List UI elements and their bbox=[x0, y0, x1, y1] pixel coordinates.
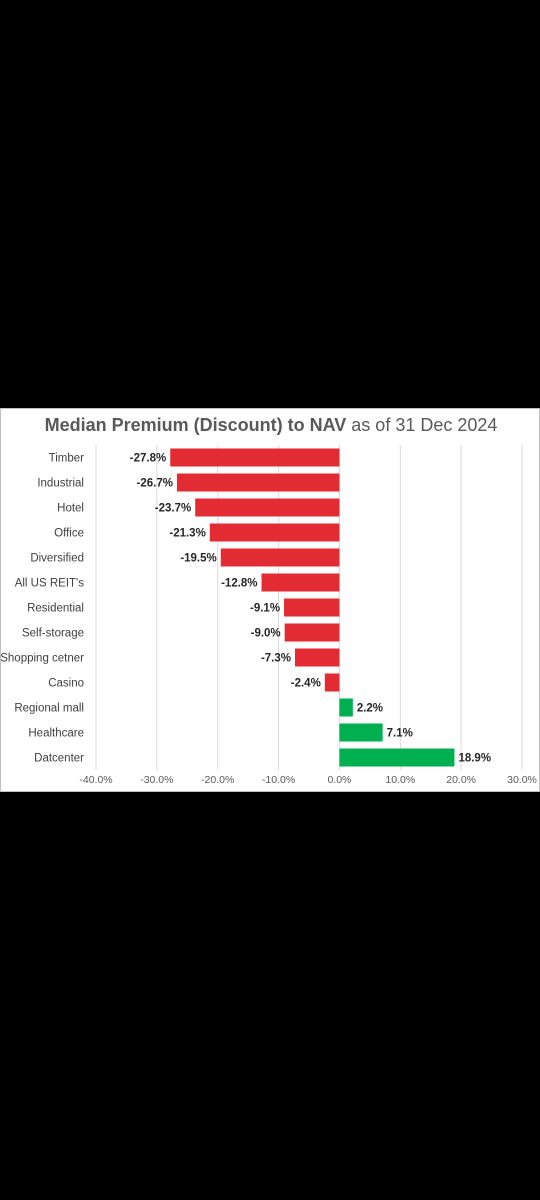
x-tick-label: 0.0% bbox=[327, 774, 351, 786]
data-label: -27.8% bbox=[130, 453, 166, 465]
bar bbox=[284, 598, 340, 617]
data-label: -26.7% bbox=[137, 478, 173, 490]
chart-title-date: as of 31 Dec 2024 bbox=[351, 415, 498, 435]
bar bbox=[284, 623, 340, 642]
x-tick-label: -10.0% bbox=[262, 774, 295, 786]
category-labels: Timber Industrial Hotel Office Diversified Al… bbox=[1, 453, 84, 765]
category-label: Hotel bbox=[57, 503, 84, 515]
chart-card: Median Premium (Discount) to NAV as of 3… bbox=[0, 408, 540, 792]
bars bbox=[170, 448, 455, 767]
bar bbox=[195, 498, 340, 517]
category-label: Datcenter bbox=[34, 753, 84, 765]
category-label: All US REIT's bbox=[15, 578, 85, 590]
bar bbox=[220, 548, 340, 567]
value-labels: -27.8% -26.7% -23.7% -21.3% -19.5% -12.8% -9.1… bbox=[130, 453, 491, 765]
chart-title: Median Premium (Discount) to NAV as of 3… bbox=[1, 415, 540, 436]
bar bbox=[339, 698, 353, 717]
category-label: Casino bbox=[48, 678, 84, 690]
x-axis-ticks: -40.0% -30.0% -20.0% -10.0% 0.0% 10.0% 20.0% 30… bbox=[79, 774, 537, 786]
x-tick-label: -30.0% bbox=[140, 774, 173, 786]
data-label: -9.0% bbox=[251, 628, 281, 640]
x-tick-label: -40.0% bbox=[79, 774, 112, 786]
category-label: Regional mall bbox=[14, 703, 84, 715]
bar bbox=[209, 523, 340, 542]
x-tick-label: 30.0% bbox=[507, 774, 537, 786]
bar bbox=[176, 473, 340, 492]
category-label: Shopping cetner bbox=[1, 653, 84, 665]
x-tick-label: -20.0% bbox=[201, 774, 234, 786]
data-label: -19.5% bbox=[180, 553, 216, 565]
category-label: Residential bbox=[27, 603, 84, 615]
data-label: 18.9% bbox=[458, 753, 491, 765]
data-label: 2.2% bbox=[357, 703, 383, 715]
bar bbox=[324, 673, 340, 692]
data-label: 7.1% bbox=[387, 728, 413, 740]
bar-chart: Timber Industrial Hotel Office Diversified Al… bbox=[1, 445, 537, 786]
data-label: -12.8% bbox=[221, 578, 257, 590]
x-tick-label: 20.0% bbox=[446, 774, 476, 786]
category-label: Industrial bbox=[37, 478, 84, 490]
bar bbox=[170, 448, 340, 467]
category-label: Timber bbox=[49, 453, 85, 465]
category-label: Diversified bbox=[30, 553, 84, 565]
chart-title-main: Median Premium (Discount) to NAV bbox=[44, 415, 347, 435]
x-tick-label: 10.0% bbox=[385, 774, 415, 786]
bar bbox=[261, 573, 340, 592]
bar bbox=[339, 723, 383, 742]
data-label: -9.1% bbox=[250, 603, 280, 615]
bar bbox=[339, 748, 455, 767]
category-label: Healthcare bbox=[28, 728, 84, 740]
data-label: -21.3% bbox=[169, 528, 205, 540]
category-label: Self-storage bbox=[22, 628, 84, 640]
bar bbox=[295, 648, 340, 667]
data-label: -2.4% bbox=[291, 678, 321, 690]
data-label: -7.3% bbox=[261, 653, 291, 665]
category-label: Office bbox=[54, 528, 84, 540]
data-label: -23.7% bbox=[155, 503, 191, 515]
